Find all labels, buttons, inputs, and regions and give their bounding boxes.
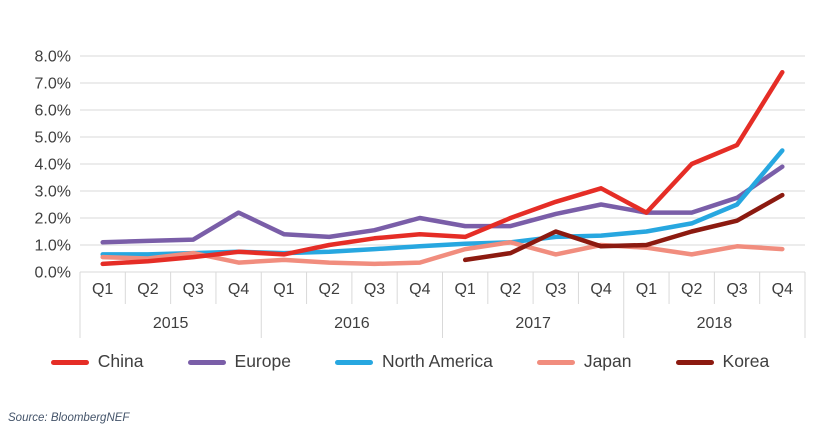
legend-label-china: China xyxy=(97,351,144,372)
quarter-label: Q4 xyxy=(590,281,611,298)
y-tick-label: 1.0% xyxy=(35,238,71,255)
legend-swatch-europe xyxy=(187,359,226,365)
line-chart: 0.0% 1.0% 2.0% 3.0% 4.0% 5.0% 6.0% 7.0% 8.0% Q1 Q2… xyxy=(35,49,806,338)
series-line-korea xyxy=(462,192,785,263)
quarter-label: Q4 xyxy=(772,281,793,298)
legend-item-europe: Europe xyxy=(187,351,291,372)
y-tick-label: 2.0% xyxy=(35,211,71,228)
series-line-japan xyxy=(100,240,785,267)
quarter-label: Q3 xyxy=(183,281,204,298)
source-note: Source: BloombergNEF xyxy=(8,412,130,424)
chart-legend: China Europe North America Japan Korea xyxy=(0,345,820,379)
y-tick-label: 8.0% xyxy=(35,49,71,66)
quarter-label: Q1 xyxy=(636,281,657,298)
series-line-china xyxy=(100,69,785,267)
legend-item-china: China xyxy=(50,351,144,372)
legend-label-japan: Japan xyxy=(583,351,632,372)
legend-item-north-america: North America xyxy=(334,351,493,372)
y-tick-label: 5.0% xyxy=(35,130,71,147)
quarter-label: Q2 xyxy=(681,281,702,298)
quarter-label: Q4 xyxy=(228,281,249,298)
year-label: 2018 xyxy=(697,315,733,332)
year-label: 2017 xyxy=(515,315,551,332)
y-tick-label: 0.0% xyxy=(35,265,71,282)
legend-swatch-north-america xyxy=(334,359,373,365)
y-tick-label: 3.0% xyxy=(35,184,71,201)
quarter-label: Q1 xyxy=(273,281,294,298)
quarter-label: Q1 xyxy=(454,281,475,298)
quarter-label: Q3 xyxy=(545,281,566,298)
quarter-label: Q3 xyxy=(726,281,747,298)
y-tick-label: 7.0% xyxy=(35,76,71,93)
year-label: 2015 xyxy=(153,315,189,332)
y-tick-label: 4.0% xyxy=(35,157,71,174)
quarter-label: Q3 xyxy=(364,281,385,298)
series-line-europe xyxy=(100,164,785,245)
legend-label-north-america: North America xyxy=(381,351,493,372)
quarter-label: Q4 xyxy=(409,281,430,298)
y-tick-label: 6.0% xyxy=(35,103,71,120)
legend-label-europe: Europe xyxy=(234,351,291,372)
quarter-label: Q2 xyxy=(319,281,340,298)
legend-swatch-korea xyxy=(675,359,714,365)
legend-item-korea: Korea xyxy=(675,351,770,372)
legend-swatch-japan xyxy=(536,359,575,365)
series-line-north-america xyxy=(100,148,785,257)
legend-label-korea: Korea xyxy=(722,351,770,372)
quarter-label: Q2 xyxy=(137,281,158,298)
year-label: 2016 xyxy=(334,315,370,332)
quarter-label: Q2 xyxy=(500,281,521,298)
quarter-label: Q1 xyxy=(92,281,113,298)
legend-swatch-china xyxy=(50,359,89,365)
legend-item-japan: Japan xyxy=(536,351,632,372)
